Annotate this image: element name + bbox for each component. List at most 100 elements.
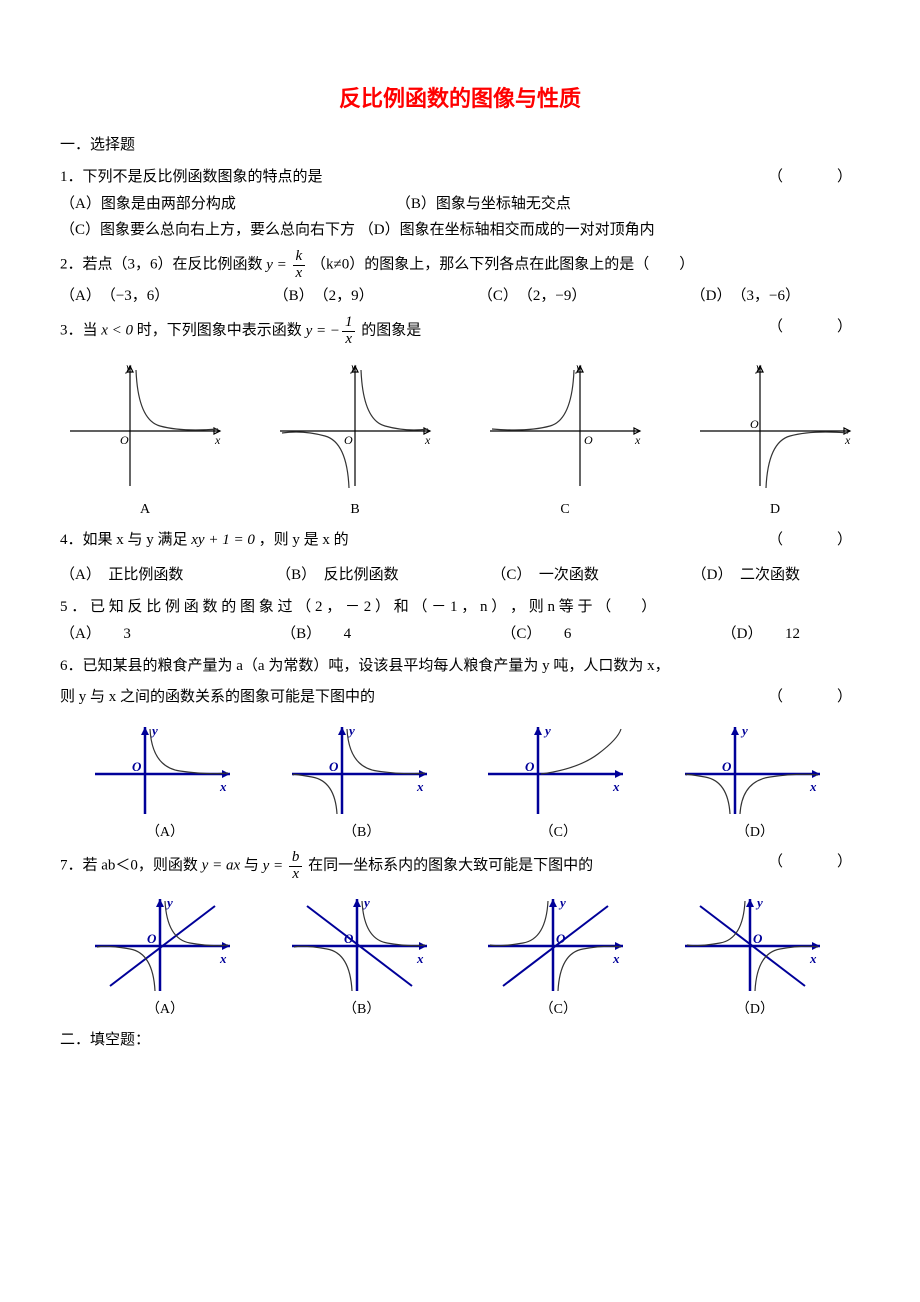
q7-graph-D: yxO （D） — [680, 891, 830, 1022]
q7-graphs: yxO （A） yxO （B） yxO （C） — [60, 891, 860, 1022]
svg-text:y: y — [575, 360, 582, 374]
q3-label-A: A — [60, 498, 230, 522]
svg-text:O: O — [753, 931, 763, 946]
q1-optB: （B）图象与坐标轴无交点 — [396, 192, 571, 218]
q4-pre: 4．如果 x 与 y 满足 — [60, 532, 191, 548]
svg-text:x: x — [424, 433, 431, 447]
q4-paren: （ ） — [768, 528, 860, 554]
svg-text:y: y — [347, 723, 355, 738]
q3-label-C: C — [480, 498, 650, 522]
q7-mid: 与 — [244, 858, 263, 874]
q1-opts-row2: （C）图象要么总向右上方，要么总向右下方 （D）图象在坐标轴相交而成的一对对顶角… — [60, 218, 860, 244]
q4-opts: （A） 正比例函数 （B） 反比例函数 （C） 一次函数 （D） 二次函数 — [60, 563, 860, 589]
page-title: 反比例函数的图像与性质 — [60, 80, 860, 117]
q2-optA: （A） （−3，6） — [60, 284, 169, 310]
q4-optC: （C） 一次函数 — [491, 563, 599, 589]
q6-svg-C: yxO — [483, 719, 633, 819]
q2-pre: 2．若点（3，6）在反比例函数 — [60, 257, 266, 273]
q6-graphs: yxO （A） yxO （B） yxO （C） yxO （ — [60, 719, 860, 845]
svg-text:O: O — [147, 931, 157, 946]
q7-label-D: （D） — [680, 998, 830, 1022]
svg-text:y: y — [755, 360, 762, 374]
svg-text:y: y — [543, 723, 551, 738]
svg-text:O: O — [344, 433, 353, 447]
q5-optB: （B） 4 — [281, 622, 351, 648]
frac-num-b: b — [289, 850, 303, 867]
q2-optC: （C） （2，−9） — [478, 284, 586, 310]
q7-eq1: y = ax — [202, 858, 240, 874]
svg-text:O: O — [750, 417, 759, 431]
q3-graphs: yxO A yxO B yxO C yxO D — [60, 356, 860, 522]
q7-label-A: （A） — [90, 998, 240, 1022]
svg-text:y: y — [125, 360, 132, 374]
svg-text:O: O — [722, 759, 732, 774]
q7-paren: （ ） — [768, 850, 860, 876]
svg-text:y: y — [362, 895, 370, 910]
q7-label-C: （C） — [483, 998, 633, 1022]
q7-svg-C: yxO — [483, 891, 633, 996]
q6-svg-D: yxO — [680, 719, 830, 819]
q6-label-B: （B） — [287, 821, 437, 845]
svg-text:O: O — [329, 759, 339, 774]
section-2-heading: 二．填空题： — [60, 1028, 860, 1054]
frac-den-x2: x — [289, 867, 303, 883]
q2-optD: （D） （3，−6） — [691, 284, 800, 310]
q7-graph-C: yxO （C） — [483, 891, 633, 1022]
q6-label-A: （A） — [90, 821, 240, 845]
q6-graph-A: y x O （A） — [90, 719, 240, 845]
q4-optD: （D） 二次函数 — [692, 563, 800, 589]
q5-optC: （C） 6 — [501, 622, 571, 648]
q3-paren: （ ） — [768, 315, 860, 341]
svg-text:y: y — [350, 360, 357, 374]
q1-optD: （D）图象在坐标轴相交而成的一对对顶角内 — [359, 222, 655, 238]
q7-svg-B: yxO — [287, 891, 437, 996]
q3-pre: 3．当 — [60, 323, 101, 339]
q3-graph-D: yxO D — [690, 356, 860, 522]
q6-paren: （ ） — [768, 685, 860, 711]
frac-num: k — [293, 249, 306, 266]
svg-text:O: O — [584, 433, 593, 447]
svg-text:x: x — [219, 951, 227, 966]
q1-opts-row1: （A）图象是由两部分构成 （B）图象与坐标轴无交点 — [60, 192, 860, 218]
q2-post: （k≠0）的图象上，那么下列各点在此图象上的是（ ） — [311, 257, 694, 273]
q4-eq: xy + 1 = 0 — [191, 532, 255, 548]
svg-text:x: x — [416, 779, 424, 794]
q5-stem: 5 ． 已 知 反 比 例 函 数 的 图 象 过 （ 2 ， － 2 ） 和 … — [60, 595, 860, 621]
q6-line2-row: 则 y 与 x 之间的函数关系的图象可能是下图中的 （ ） — [60, 685, 860, 711]
svg-text:O: O — [132, 759, 142, 774]
q1-stem: 1．下列不是反比例函数图象的特点的是 （ ） — [60, 165, 860, 191]
q2-optB: （B） （2，9） — [274, 284, 374, 310]
svg-text:y: y — [558, 895, 566, 910]
q5-opts: （A） 3 （B） 4 （C） 6 （D） 12 — [60, 622, 860, 648]
y-eq-neg: y = − — [306, 323, 340, 339]
q5-optA: （A） 3 — [60, 622, 131, 648]
q7-label-B: （B） — [287, 998, 437, 1022]
q6-line1: 6．已知某县的粮食产量为 a（a 为常数）吨，设该县平均每人粮食产量为 y 吨，… — [60, 654, 860, 680]
svg-text:y: y — [150, 723, 158, 738]
y-eq-2: y = — [263, 858, 284, 874]
q1-paren: （ ） — [768, 165, 860, 191]
q7-pre: 7．若 ab＜0，则函数 — [60, 858, 202, 874]
frac-den: x — [293, 266, 306, 282]
svg-text:y: y — [740, 723, 748, 738]
q2-formula: y = kx — [266, 257, 311, 273]
q3-svg-D: yxO — [690, 356, 860, 496]
svg-text:x: x — [612, 779, 620, 794]
q5-text: 5 ． 已 知 反 比 例 函 数 的 图 象 过 （ 2 ， － 2 ） 和 … — [60, 599, 656, 615]
q7-eq2: y = bx — [263, 858, 309, 874]
svg-text:x: x — [219, 779, 227, 794]
q3-graph-C: yxO C — [480, 356, 650, 522]
y-eq: y = — [266, 257, 287, 273]
section-1-heading: 一．选择题 — [60, 133, 860, 159]
svg-text:y: y — [165, 895, 173, 910]
q3-label-B: B — [270, 498, 440, 522]
q3-svg-A: yxO — [60, 356, 230, 496]
q3-cond: x < 0 — [101, 323, 133, 339]
q6-svg-B: y x O — [287, 719, 437, 819]
q1-text: 1．下列不是反比例函数图象的特点的是 — [60, 169, 323, 185]
q3-stem: 3．当 x < 0 时，下列图象中表示函数 y = −1x 的图象是 （ ） — [60, 315, 860, 348]
frac-num-1: 1 — [342, 315, 356, 332]
q3-svg-C: yxO — [480, 356, 650, 496]
svg-text:x: x — [214, 433, 221, 447]
q6-graph-D: yxO （D） — [680, 719, 830, 845]
